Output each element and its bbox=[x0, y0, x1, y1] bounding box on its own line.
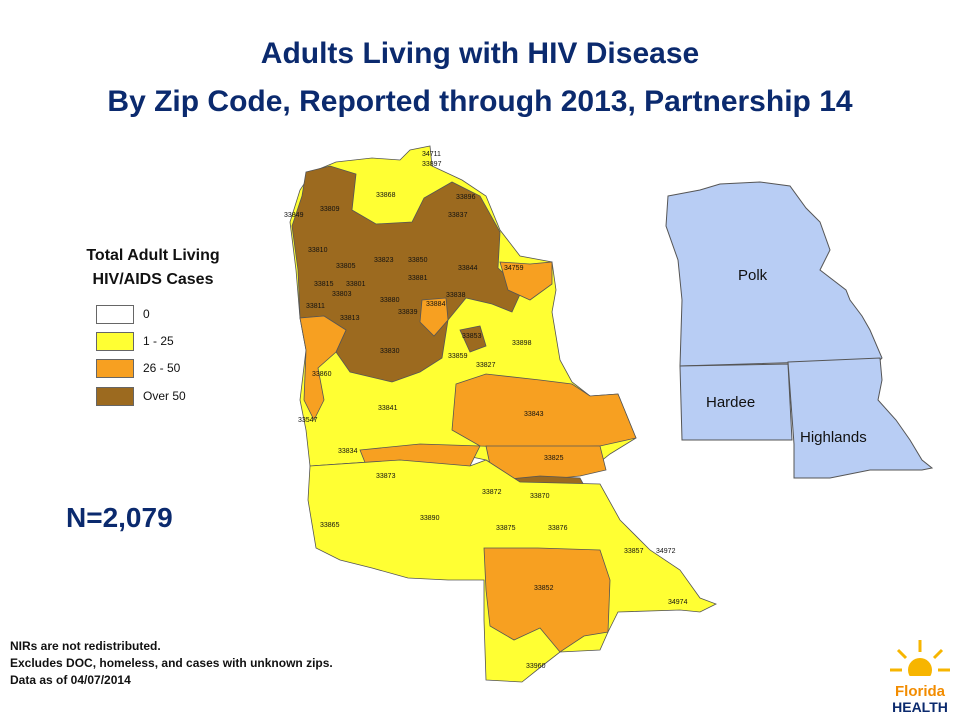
zip-label: 33896 bbox=[456, 194, 476, 201]
polk-zip-region bbox=[289, 145, 717, 683]
zip-label: 33872 bbox=[482, 489, 502, 496]
zip-area-over50-33853 bbox=[459, 325, 487, 353]
florida-health-logo: Florida HEALTH bbox=[884, 636, 956, 716]
zip-area-orange-33843 bbox=[451, 373, 637, 449]
zip-label: 34711 bbox=[422, 151, 441, 158]
county-label-highlands: Highlands bbox=[800, 429, 867, 446]
zip-label: 33801 bbox=[346, 281, 366, 288]
zip-label: 33843 bbox=[524, 411, 544, 418]
zip-label: 33813 bbox=[340, 315, 360, 322]
zip-label: 33837 bbox=[448, 212, 468, 219]
zip-label: 33859 bbox=[448, 353, 468, 360]
zip-label: 34759 bbox=[504, 265, 524, 272]
note-line: Excludes DOC, homeless, and cases with u… bbox=[10, 656, 333, 670]
zip-label: 34974 bbox=[668, 599, 688, 606]
zip-label: 33852 bbox=[534, 585, 554, 592]
zip-label: 33805 bbox=[336, 263, 356, 270]
zip-label: 33815 bbox=[314, 281, 334, 288]
logo-text-health: HEALTH bbox=[892, 699, 948, 715]
map-title-line2: By Zip Code, Reported through 2013, Part… bbox=[107, 85, 853, 118]
zip-label: 33865 bbox=[320, 522, 340, 529]
county-label-hardee: Hardee bbox=[706, 394, 755, 411]
zip-label: 33853 bbox=[462, 333, 482, 340]
legend-label: 1 - 25 bbox=[143, 334, 174, 348]
zip-label: 33839 bbox=[398, 309, 418, 316]
zip-label: 33868 bbox=[376, 192, 396, 199]
zip-labels: 34711 33897 33868 33896 33849 33809 3383… bbox=[284, 151, 688, 670]
zip-label: 33810 bbox=[308, 247, 328, 254]
zip-label: 33823 bbox=[374, 257, 394, 264]
legend-item-26-50: 26 - 50 bbox=[96, 358, 180, 378]
zip-label: 33890 bbox=[420, 515, 440, 522]
zip-label: 33873 bbox=[376, 473, 396, 480]
legend-swatch bbox=[96, 386, 134, 406]
legend-title: Total Adult Living HIV/AIDS Cases bbox=[86, 247, 220, 288]
zip-label: 33803 bbox=[332, 291, 352, 298]
zip-label: 33860 bbox=[312, 371, 332, 378]
zip-label: 33850 bbox=[408, 257, 428, 264]
zip-label: 33960 bbox=[526, 663, 546, 670]
zip-area-orange-west bbox=[299, 315, 347, 421]
legend-label: 0 bbox=[143, 307, 150, 321]
legend-swatch bbox=[96, 358, 134, 378]
zip-label: 33897 bbox=[422, 161, 442, 168]
county-highlands bbox=[787, 357, 934, 479]
zip-label: 33834 bbox=[338, 448, 358, 455]
legend-item-over-50: Over 50 bbox=[96, 386, 186, 406]
zip-area-orange-33884 bbox=[419, 297, 449, 337]
zip-label: 33880 bbox=[380, 297, 400, 304]
map-title-line1: Adults Living with HIV Disease bbox=[260, 37, 700, 70]
zip-label: 33876 bbox=[548, 525, 568, 532]
note-line: Data as of 04/07/2014 bbox=[10, 673, 131, 687]
legend-item-1-25: 1 - 25 bbox=[96, 331, 174, 351]
total-count: N=2,079 bbox=[66, 502, 173, 533]
legend-item-0: 0 bbox=[96, 304, 150, 324]
zip-label: 33898 bbox=[512, 340, 532, 347]
logo-text-florida: Florida bbox=[895, 683, 946, 700]
zip-label: 34972 bbox=[656, 548, 676, 555]
zip-label: 33844 bbox=[458, 265, 478, 272]
legend-swatch bbox=[96, 331, 134, 351]
note-line: NIRs are not redistributed. bbox=[10, 639, 161, 653]
legend-label: 26 - 50 bbox=[143, 361, 181, 375]
zip-label: 33838 bbox=[446, 292, 466, 299]
zip-label: 33884 bbox=[426, 301, 446, 308]
zip-label: 33881 bbox=[408, 275, 428, 282]
zip-area-orange-33852 bbox=[483, 547, 611, 653]
zip-label: 33811 bbox=[306, 303, 325, 310]
zip-label: 33875 bbox=[496, 525, 516, 532]
zip-label: 33547 bbox=[298, 417, 318, 424]
county-polk bbox=[665, 181, 883, 367]
county-hardee bbox=[679, 363, 793, 441]
legend-label: Over 50 bbox=[143, 389, 186, 403]
zip-label: 33830 bbox=[380, 348, 400, 355]
zip-label: 33870 bbox=[530, 493, 550, 500]
legend-swatch bbox=[96, 304, 134, 324]
zip-area-orange-34759 bbox=[499, 261, 553, 301]
sun-icon bbox=[888, 640, 952, 686]
county-label-polk: Polk bbox=[738, 267, 768, 284]
zip-label: 33849 bbox=[284, 212, 304, 219]
county-group bbox=[665, 181, 934, 479]
zip-label: 33857 bbox=[624, 548, 644, 555]
zip-label: 33809 bbox=[320, 206, 340, 213]
zip-label: 33825 bbox=[544, 455, 564, 462]
zip-label: 33827 bbox=[476, 362, 496, 369]
zip-label: 33841 bbox=[378, 405, 398, 412]
